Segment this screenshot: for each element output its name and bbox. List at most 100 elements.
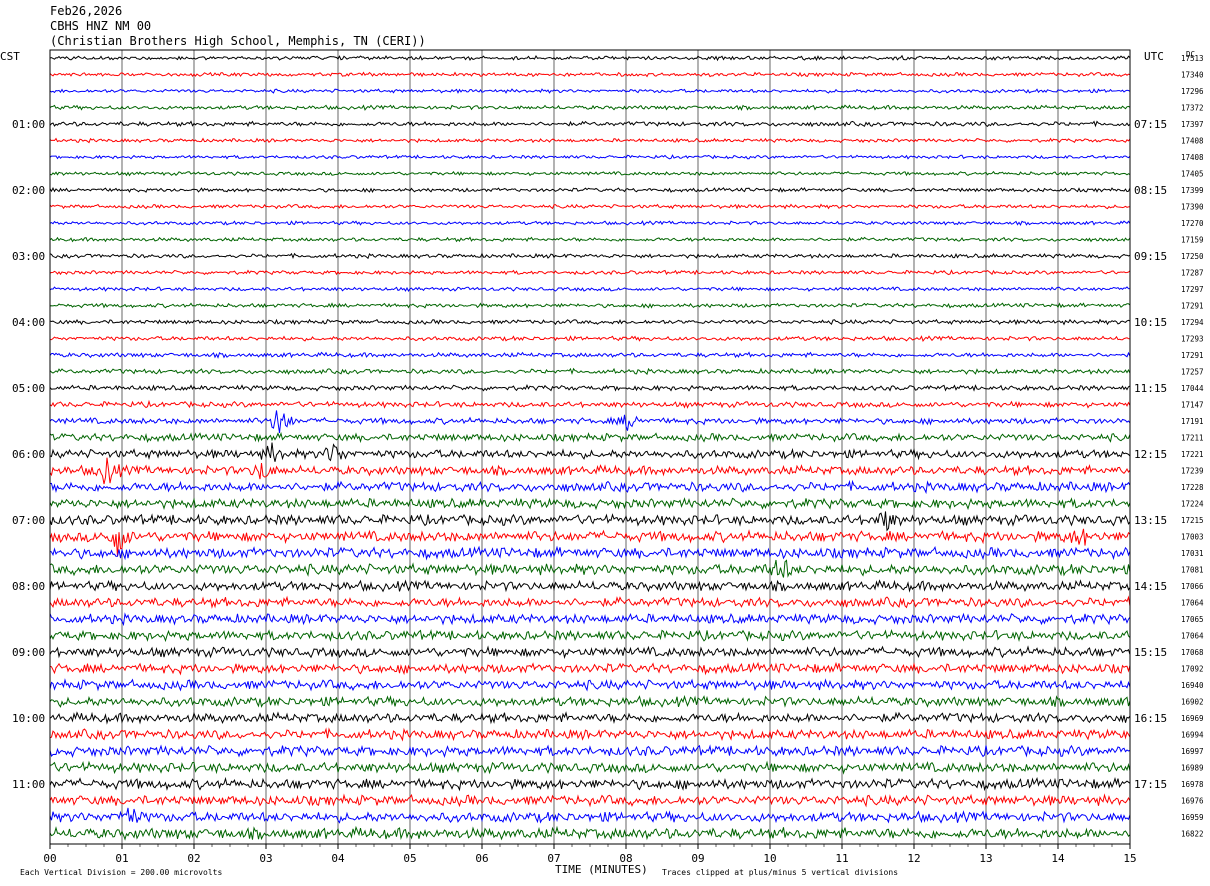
rms-value-18: 17291 bbox=[1181, 351, 1204, 360]
left-hour-label-5: 06:00 bbox=[12, 448, 45, 461]
x-tick-label-09: 09 bbox=[691, 852, 704, 865]
rms-value-44: 16978 bbox=[1181, 780, 1204, 789]
rms-value-23: 17211 bbox=[1181, 434, 1204, 443]
x-tick-label-12: 12 bbox=[907, 852, 920, 865]
trace-line-27 bbox=[49, 497, 1131, 511]
rms-value-7: 17405 bbox=[1181, 170, 1204, 179]
rms-value-38: 16940 bbox=[1181, 681, 1204, 690]
trace-line-15 bbox=[49, 302, 1131, 309]
x-tick-label-10: 10 bbox=[763, 852, 776, 865]
rms-value-45: 16976 bbox=[1181, 797, 1204, 806]
left-hour-label-6: 07:00 bbox=[12, 514, 45, 527]
trace-line-8 bbox=[49, 186, 1131, 194]
plot-frame bbox=[49, 49, 1131, 845]
trace-line-1 bbox=[49, 71, 1131, 78]
left-hour-label-9: 10:00 bbox=[12, 712, 45, 725]
trace-line-7 bbox=[49, 170, 1131, 177]
rms-value-26: 17228 bbox=[1181, 483, 1204, 492]
trace-line-9 bbox=[49, 203, 1131, 210]
trace-line-12 bbox=[49, 252, 1131, 260]
trace-line-4 bbox=[49, 120, 1131, 128]
x-tick-label-05: 05 bbox=[403, 852, 416, 865]
rms-value-22: 17191 bbox=[1181, 417, 1204, 426]
left-hour-label-0: 01:00 bbox=[12, 118, 45, 131]
right-hour-label-1: 08:15 bbox=[1134, 184, 1167, 197]
header-location: (Christian Brothers High School, Memphis… bbox=[50, 34, 426, 48]
x-axis-label: TIME (MINUTES) bbox=[555, 863, 648, 876]
rms-value-40: 16969 bbox=[1181, 714, 1204, 723]
trace-line-37 bbox=[49, 661, 1131, 676]
trace-line-38 bbox=[49, 678, 1131, 692]
x-tick-label-08: 08 bbox=[619, 852, 632, 865]
rms-value-42: 16997 bbox=[1181, 747, 1204, 756]
rms-value-32: 17066 bbox=[1181, 582, 1204, 591]
trace-line-22 bbox=[49, 410, 1131, 433]
trace-line-26 bbox=[49, 479, 1131, 495]
rms-value-28: 17215 bbox=[1181, 516, 1204, 525]
x-tick-label-07: 07 bbox=[547, 852, 560, 865]
trace-line-0 bbox=[49, 54, 1131, 62]
rms-value-13: 17287 bbox=[1181, 269, 1204, 278]
trace-line-18 bbox=[49, 351, 1131, 359]
x-tick-label-00: 00 bbox=[43, 852, 56, 865]
rms-value-30: 17031 bbox=[1181, 549, 1204, 558]
dc-label: DC bbox=[1186, 50, 1195, 59]
right-hour-label-3: 10:15 bbox=[1134, 316, 1167, 329]
trace-line-33 bbox=[49, 595, 1131, 609]
trace-line-40 bbox=[49, 711, 1131, 725]
trace-line-29 bbox=[49, 528, 1131, 557]
left-hour-label-3: 04:00 bbox=[12, 316, 45, 329]
rms-value-5: 17408 bbox=[1181, 137, 1204, 146]
trace-line-5 bbox=[49, 137, 1131, 144]
rms-value-17: 17293 bbox=[1181, 335, 1204, 344]
rms-value-4: 17397 bbox=[1181, 120, 1204, 129]
rms-value-9: 17390 bbox=[1181, 203, 1204, 212]
right-hour-label-2: 09:15 bbox=[1134, 250, 1167, 263]
rms-value-25: 17239 bbox=[1181, 467, 1204, 476]
rms-value-43: 16989 bbox=[1181, 764, 1204, 773]
trace-line-16 bbox=[49, 318, 1131, 326]
trace-line-10 bbox=[49, 220, 1131, 227]
rms-value-20: 17044 bbox=[1181, 384, 1204, 393]
trace-line-44 bbox=[49, 776, 1131, 792]
x-tick-label-01: 01 bbox=[115, 852, 128, 865]
trace-line-21 bbox=[49, 399, 1131, 409]
trace-line-42 bbox=[49, 744, 1131, 759]
trace-line-30 bbox=[49, 545, 1131, 561]
x-tick-label-03: 03 bbox=[259, 852, 272, 865]
right-hour-label-5: 12:15 bbox=[1134, 448, 1167, 461]
rms-value-47: 16822 bbox=[1181, 830, 1204, 839]
rms-value-11: 17159 bbox=[1181, 236, 1204, 245]
trace-line-3 bbox=[49, 104, 1131, 111]
footer-clip-note: Traces clipped at plus/minus 5 vertical … bbox=[662, 868, 898, 877]
right-hour-label-4: 11:15 bbox=[1134, 382, 1167, 395]
x-tick-label-04: 04 bbox=[331, 852, 345, 865]
header-date: Feb26,2026 bbox=[50, 4, 123, 18]
trace-line-31 bbox=[49, 559, 1131, 578]
trace-line-17 bbox=[49, 335, 1131, 342]
x-tick-label-13: 13 bbox=[979, 852, 992, 865]
trace-line-41 bbox=[49, 727, 1131, 742]
rms-value-0: 17513 bbox=[1181, 54, 1204, 63]
right-hour-label-10: 17:15 bbox=[1134, 778, 1167, 791]
trace-line-20 bbox=[49, 384, 1131, 392]
rms-value-36: 17068 bbox=[1181, 648, 1204, 657]
rms-value-37: 17092 bbox=[1181, 665, 1204, 674]
left-hour-label-2: 03:00 bbox=[12, 250, 45, 263]
left-timezone-label: CST bbox=[0, 50, 20, 63]
trace-line-2 bbox=[49, 88, 1131, 94]
left-hour-label-10: 11:00 bbox=[12, 778, 45, 791]
rms-value-39: 16902 bbox=[1181, 698, 1204, 707]
trace-line-39 bbox=[49, 694, 1131, 708]
left-hour-labels: 01:00 02:00 03:00 04:00 05:00 06:00 07:00 08:00… bbox=[12, 118, 45, 791]
trace-line-11 bbox=[49, 236, 1131, 243]
rms-value-33: 17064 bbox=[1181, 599, 1204, 608]
x-tick-label-14: 14 bbox=[1051, 852, 1065, 865]
rms-value-3: 17372 bbox=[1181, 104, 1204, 113]
right-timezone-label: UTC bbox=[1144, 50, 1164, 63]
trace-line-13 bbox=[49, 269, 1131, 276]
rms-value-29: 17003 bbox=[1181, 533, 1204, 542]
rms-value-46: 16959 bbox=[1181, 813, 1204, 822]
rms-value-34: 17065 bbox=[1181, 615, 1204, 624]
rms-value-2: 17296 bbox=[1181, 87, 1204, 96]
